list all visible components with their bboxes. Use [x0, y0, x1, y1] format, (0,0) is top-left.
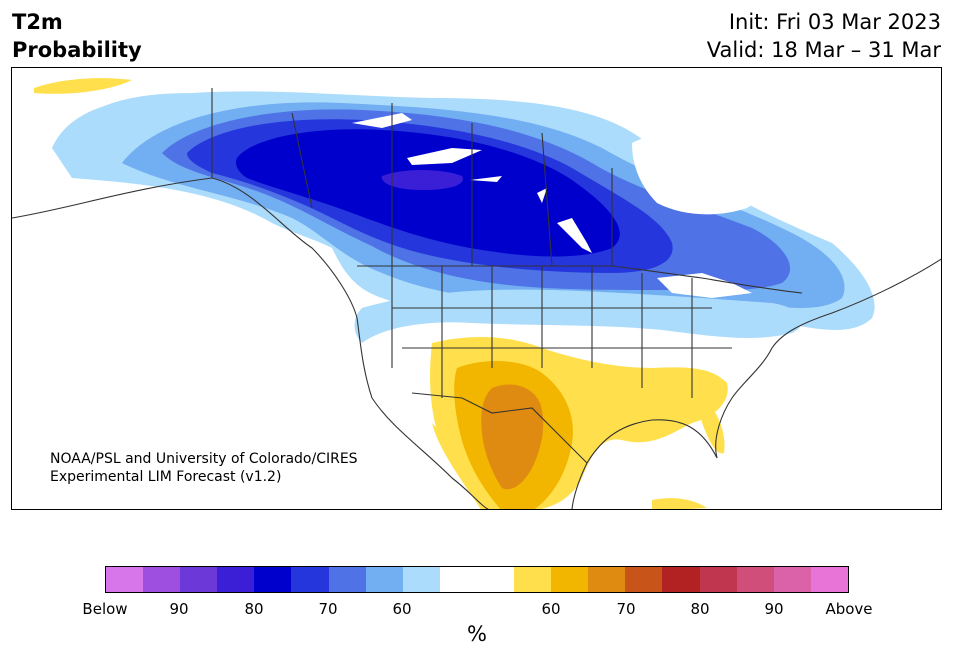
colorbar-segment: [180, 567, 218, 592]
colorbar-segment: [736, 567, 774, 592]
band-yellow-alaska: [34, 78, 132, 94]
colorbar-tick-above-60: 60: [541, 600, 561, 618]
init-date: Init: Fri 03 Mar 2023: [728, 10, 941, 34]
state-lines: [391, 266, 732, 398]
forecast-dates: Init: Fri 03 Mar 2023 Valid: 18 Mar – 31…: [707, 8, 941, 64]
colorbar-segment: [106, 567, 144, 592]
map-title: T2m Probability: [12, 8, 142, 64]
colorbar-tick-below-70: 70: [318, 600, 338, 618]
band-blue-80: [236, 129, 620, 257]
lake-winnipeg: [557, 218, 592, 253]
title-type: Probability: [12, 38, 142, 62]
colorbar-segment: [365, 567, 403, 592]
great-lakes: [657, 273, 752, 298]
band-yellow-cuba: [652, 498, 707, 509]
colorbar-segment: [662, 567, 700, 592]
colorbar-tick-below-60: 60: [392, 600, 412, 618]
lake-athabasca: [470, 176, 502, 182]
colorbar-unit: %: [467, 622, 487, 646]
band-purple-90: [381, 170, 463, 190]
colorbar-segment: [291, 567, 329, 592]
colorbar: [105, 566, 849, 593]
band-orange-65: [481, 384, 544, 490]
probability-map: NOAA/PSL and University of Colorado/CIRE…: [11, 67, 942, 510]
colorbar-tick-below: Below: [82, 600, 128, 618]
colorbar-tick-above-80: 80: [690, 600, 710, 618]
colorbar-segment: [773, 567, 811, 592]
valid-range: Valid: 18 Mar – 31 Mar: [706, 38, 941, 62]
hudson-bay: [632, 128, 776, 215]
band-yellow-florida: [699, 398, 725, 454]
colorbar-segment: [328, 567, 366, 592]
coast-atlantic: [715, 258, 941, 459]
colorbar-segment: [551, 567, 589, 592]
colorbar-segment: [625, 567, 663, 592]
coast-gulf: [571, 419, 718, 509]
band-us-north: [354, 289, 803, 343]
us-canada-border: [357, 265, 803, 294]
band-yellow-baja: [432, 423, 479, 486]
colorbar-tick-above: Above: [825, 600, 873, 618]
colorbar-tick-above-70: 70: [616, 600, 636, 618]
band-alaska: [52, 98, 193, 178]
colorbar-tick-below-80: 80: [244, 600, 264, 618]
colorbar-segment: [217, 567, 255, 592]
title-variable: T2m: [12, 10, 63, 34]
colorbar-segment: [439, 567, 477, 592]
credit-text: NOAA/PSL and University of Colorado/CIRE…: [50, 450, 358, 486]
colorbar-segment: [514, 567, 552, 592]
colorbar-segment: [254, 567, 292, 592]
lake-great-slave: [407, 148, 482, 165]
lake-reindeer: [537, 188, 547, 203]
coastlines: [12, 88, 941, 509]
lake-great-bear: [352, 113, 412, 128]
credit-line-1: NOAA/PSL and University of Colorado/CIRE…: [50, 451, 358, 467]
coast-pacific: [12, 177, 489, 509]
colorbar-segment: [476, 567, 515, 592]
us-mexico-border: [411, 392, 588, 464]
colorbar-tick-below-90: 90: [169, 600, 189, 618]
colorbar-segment: [143, 567, 181, 592]
province-lines: [211, 88, 613, 267]
colorbar-segment: [588, 567, 626, 592]
colorbar-tick-above-90: 90: [764, 600, 784, 618]
credit-line-2: Experimental LIM Forecast (v1.2): [50, 469, 282, 485]
colorbar-segment: [402, 567, 440, 592]
map-canvas: [12, 78, 941, 509]
colorbar-segment: [699, 567, 737, 592]
colorbar-segment: [810, 567, 848, 592]
